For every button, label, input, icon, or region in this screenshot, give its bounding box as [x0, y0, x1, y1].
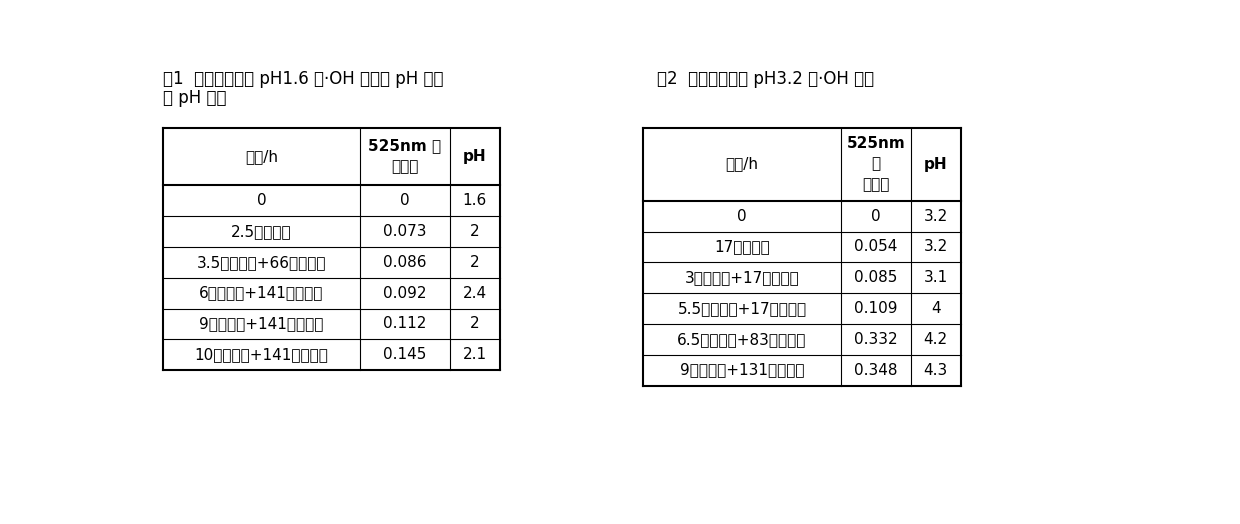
Text: 0.112: 0.112 — [383, 316, 427, 331]
Text: 2: 2 — [470, 224, 480, 239]
Text: 0.145: 0.145 — [383, 347, 427, 362]
Text: 3.1: 3.1 — [924, 270, 947, 285]
Text: 2.4: 2.4 — [463, 286, 487, 301]
Text: 和 pH 影响: 和 pH 影响 — [162, 89, 226, 107]
Text: 0: 0 — [257, 193, 267, 208]
Text: pH: pH — [924, 157, 947, 172]
Text: 0.073: 0.073 — [383, 224, 427, 239]
Text: 2.1: 2.1 — [463, 347, 487, 362]
Text: 17（空气）: 17（空气） — [714, 239, 770, 255]
Text: 0: 0 — [738, 209, 746, 224]
Text: 0.348: 0.348 — [854, 363, 898, 378]
Text: 0.086: 0.086 — [383, 255, 427, 270]
Text: 5.5（氧气）+17（空气）: 5.5（氧气）+17（空气） — [677, 301, 807, 316]
Text: 2: 2 — [470, 255, 480, 270]
Text: 表1  为时间对初始 pH1.6 的·OH 产量和 pH 影响: 表1 为时间对初始 pH1.6 的·OH 产量和 pH 影响 — [162, 70, 443, 88]
Text: 3.2: 3.2 — [924, 239, 947, 255]
Text: 1.6: 1.6 — [463, 193, 487, 208]
Text: 525nm
处
吸光度: 525nm 处 吸光度 — [847, 136, 905, 193]
Text: 0.109: 0.109 — [854, 301, 898, 316]
Text: 2.5（氧气）: 2.5（氧气） — [231, 224, 291, 239]
Text: 6（氧气）+141（空气）: 6（氧气）+141（空气） — [200, 286, 324, 301]
Text: 3.2: 3.2 — [924, 209, 947, 224]
Text: 6.5（氧气）+83（空气）: 6.5（氧气）+83（空气） — [677, 332, 807, 347]
Text: 时间/h: 时间/h — [246, 149, 278, 164]
Text: 525nm 处
吸光度: 525nm 处 吸光度 — [368, 138, 441, 174]
Text: 时间/h: 时间/h — [725, 157, 759, 172]
Text: 0.332: 0.332 — [854, 332, 898, 347]
Text: pH: pH — [463, 149, 486, 164]
Text: 10（氧气）+141（空气）: 10（氧气）+141（空气） — [195, 347, 329, 362]
Text: 2: 2 — [470, 316, 480, 331]
Text: 0.092: 0.092 — [383, 286, 427, 301]
Text: 9（氧气）+131（空气）: 9（氧气）+131（空气） — [680, 363, 805, 378]
Text: 4: 4 — [931, 301, 941, 316]
Text: 0.054: 0.054 — [854, 239, 898, 255]
Text: 9（氧气）+141（空气）: 9（氧气）+141（空气） — [200, 316, 324, 331]
Text: 表2  为时间对初始 pH3.2 的·OH 产量: 表2 为时间对初始 pH3.2 的·OH 产量 — [657, 70, 874, 88]
Text: 4.3: 4.3 — [924, 363, 947, 378]
Text: 0: 0 — [870, 209, 880, 224]
Text: 3.5（氧气）+66（空气）: 3.5（氧气）+66（空气） — [197, 255, 326, 270]
Text: 0.085: 0.085 — [854, 270, 898, 285]
Text: 4.2: 4.2 — [924, 332, 947, 347]
Text: 0: 0 — [401, 193, 409, 208]
Text: 3（氧气）+17（空气）: 3（氧气）+17（空气） — [684, 270, 800, 285]
